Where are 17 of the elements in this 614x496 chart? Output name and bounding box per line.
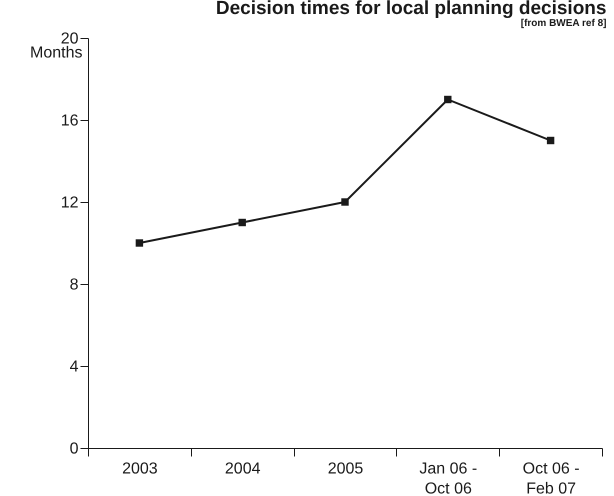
point	[444, 96, 452, 104]
chart-title: Decision times for local planning decisions	[216, 0, 606, 19]
x-tick-label: 2005	[328, 460, 364, 478]
point	[136, 239, 144, 247]
y-tick-label: 0	[70, 440, 79, 458]
x-tick-label: Oct 06 - Feb 07	[522, 460, 580, 496]
point	[546, 136, 554, 144]
x-tick-label: Jan 06 - Oct 06	[419, 460, 478, 496]
x-tick-label: 2003	[122, 460, 158, 478]
y-tick-label: 16	[60, 112, 79, 130]
x-tick-label: 2004	[224, 460, 261, 478]
y-tick-label: 8	[70, 276, 79, 294]
y-tick-label: 12	[60, 194, 79, 212]
y-axis-title: Months	[30, 44, 82, 62]
y-tick-label: 4	[70, 358, 79, 376]
point	[238, 218, 246, 226]
chart-subtitle: [from BWEA ref 8]	[520, 18, 606, 29]
